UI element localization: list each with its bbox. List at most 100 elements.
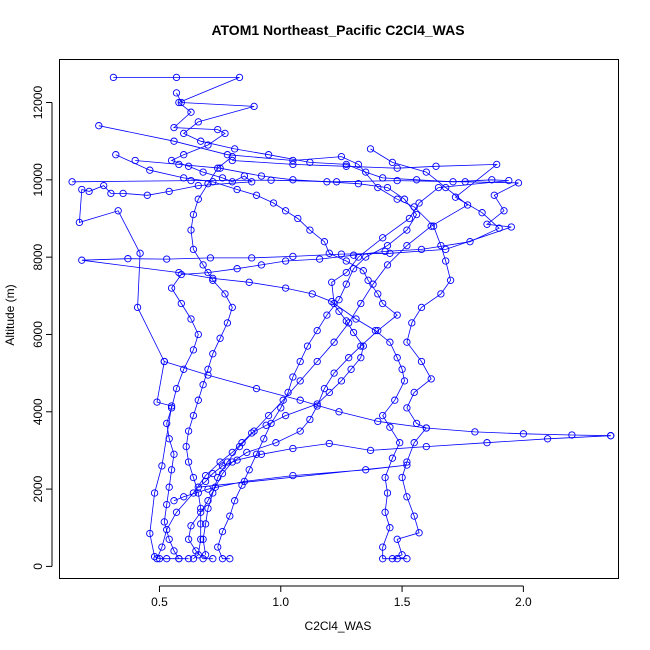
data-point (95, 122, 103, 130)
data-point (197, 520, 205, 528)
data-point (374, 417, 382, 426)
data-point (514, 179, 523, 187)
data-point (342, 257, 350, 265)
series-line (202, 148, 469, 555)
data-point (262, 421, 270, 429)
data-point (366, 446, 375, 455)
data-point (180, 493, 188, 501)
data-point (189, 245, 198, 254)
data-point (349, 328, 358, 337)
data-point (391, 396, 399, 404)
data-point (500, 207, 508, 215)
data-point (250, 102, 258, 111)
data-point (170, 137, 178, 145)
data-point (434, 183, 443, 192)
data-point (204, 141, 212, 149)
data-point (306, 226, 314, 234)
data-point (177, 98, 185, 107)
data-point (221, 129, 229, 138)
data-point (478, 209, 486, 217)
data-point (146, 166, 154, 174)
data-point (167, 284, 176, 292)
data-point (374, 183, 382, 192)
data-point (461, 178, 469, 186)
data-point (78, 185, 86, 194)
data-point (398, 365, 406, 373)
data-point (342, 160, 350, 169)
data-point (568, 431, 576, 439)
data-point (345, 354, 353, 362)
data-point (393, 311, 401, 319)
data-point (187, 315, 195, 323)
x-axis-label: C2Cl4_WAS (305, 619, 372, 633)
data-point (383, 261, 392, 269)
data-point (357, 299, 365, 308)
data-point (194, 396, 202, 404)
data-point (342, 162, 350, 170)
data-point (214, 125, 222, 134)
data-point (289, 373, 297, 381)
data-point (235, 442, 244, 451)
data-point (267, 419, 275, 428)
data-point (412, 176, 421, 184)
data-point (357, 354, 365, 362)
data-point (313, 326, 321, 335)
data-point (163, 419, 171, 428)
data-point (296, 427, 304, 435)
data-point (209, 469, 217, 478)
data-point (204, 485, 212, 493)
data-point (107, 189, 115, 198)
data-point (180, 129, 188, 138)
data-point (347, 365, 355, 373)
data-point (243, 448, 251, 457)
data-point (383, 489, 392, 497)
data-point (209, 276, 217, 284)
data-point (209, 274, 217, 283)
data-point (172, 384, 181, 393)
data-point (289, 252, 297, 261)
data-point (330, 369, 338, 377)
data-point (146, 529, 154, 538)
data-point (272, 439, 280, 447)
data-point (184, 427, 193, 435)
data-point (381, 508, 389, 516)
y-tick-label: 6000 (31, 321, 45, 348)
data-point (281, 411, 290, 420)
data-point (289, 176, 297, 184)
data-point (180, 174, 188, 182)
data-point (345, 319, 353, 327)
data-point (417, 303, 426, 312)
data-point (393, 195, 401, 203)
data-point (209, 555, 217, 563)
data-point (366, 145, 375, 153)
data-point (364, 276, 372, 284)
data-point (257, 450, 266, 458)
series-layer (68, 73, 615, 563)
data-point (199, 381, 207, 389)
data-point (315, 255, 324, 263)
data-point (289, 156, 297, 165)
data-point (184, 162, 193, 170)
data-point (228, 303, 236, 312)
data-point (177, 299, 185, 308)
data-point (493, 160, 501, 169)
data-point (330, 338, 338, 346)
data-point (189, 210, 198, 219)
data-point (403, 338, 411, 346)
data-point (201, 471, 210, 480)
data-point (216, 334, 224, 342)
data-point (114, 207, 122, 215)
data-series (160, 156, 503, 563)
data-point (182, 442, 190, 451)
data-point (165, 535, 173, 543)
data-point (214, 164, 222, 172)
data-point (398, 551, 406, 559)
data-point (488, 176, 496, 184)
data-point (223, 151, 232, 159)
data-point (400, 195, 409, 203)
data-point (201, 551, 210, 559)
data-point (233, 456, 241, 464)
data-point (163, 555, 171, 563)
series-line (173, 435, 611, 502)
